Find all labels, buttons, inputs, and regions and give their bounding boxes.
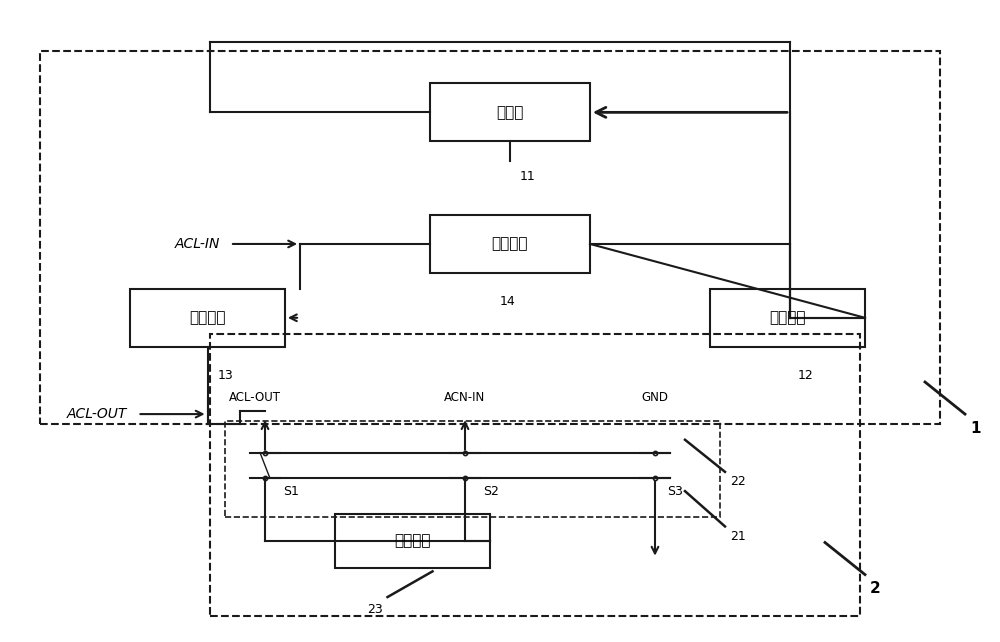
FancyBboxPatch shape — [430, 83, 590, 141]
Text: 22: 22 — [730, 475, 746, 488]
Text: S2: S2 — [483, 485, 499, 498]
Text: 23: 23 — [367, 603, 383, 616]
Text: S3: S3 — [667, 485, 683, 498]
Text: 控制器: 控制器 — [496, 105, 524, 120]
Text: 发热装置: 发热装置 — [394, 534, 431, 548]
FancyBboxPatch shape — [335, 514, 490, 568]
Text: ACL-OUT: ACL-OUT — [67, 407, 128, 421]
Text: 12: 12 — [798, 369, 813, 382]
Text: ACL-OUT: ACL-OUT — [229, 392, 281, 404]
Text: 13: 13 — [218, 369, 233, 382]
FancyBboxPatch shape — [710, 289, 865, 347]
Text: GND: GND — [642, 392, 668, 404]
Text: ACL-IN: ACL-IN — [175, 237, 220, 251]
Text: S1: S1 — [283, 485, 299, 498]
Text: 控制开关: 控制开关 — [189, 310, 226, 325]
Text: 21: 21 — [730, 530, 746, 542]
FancyBboxPatch shape — [430, 215, 590, 273]
Text: 限流电阻: 限流电阻 — [492, 236, 528, 252]
Text: 光耦电路: 光耦电路 — [769, 310, 806, 325]
FancyBboxPatch shape — [130, 289, 285, 347]
Text: 11: 11 — [520, 170, 536, 183]
Text: ACN-IN: ACN-IN — [444, 392, 486, 404]
Text: 14: 14 — [500, 295, 516, 308]
Text: 2: 2 — [870, 581, 881, 596]
Text: 1: 1 — [970, 421, 980, 435]
